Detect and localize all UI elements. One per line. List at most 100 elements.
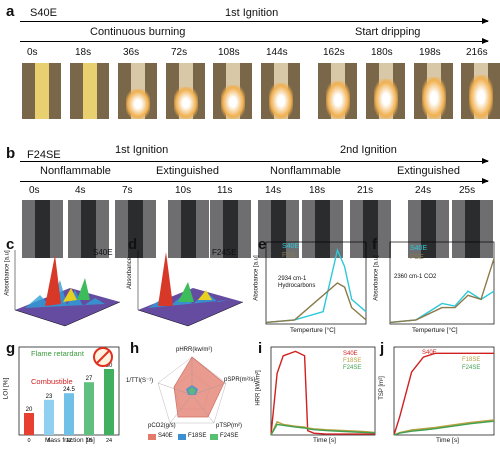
panel-e-ylabel: Absorbance [a.u] bbox=[253, 255, 260, 301]
panel-f-legend-s40e: S40E bbox=[410, 245, 428, 252]
nonflammable-sample-photo bbox=[452, 200, 493, 258]
panel-e-annotation: 2934 cm-1 Hydrocarbons bbox=[278, 276, 316, 289]
bar-value-label: 27 bbox=[86, 376, 93, 382]
panel-i-xlabel: Time [s] bbox=[313, 437, 336, 444]
panel-e-xlabel: Temperture [°C] bbox=[290, 327, 336, 334]
panel-b-sample: F24SE bbox=[27, 149, 61, 161]
panel-f-legend-fse: FSE bbox=[410, 254, 424, 261]
panel-f-chart: S40E FSE 2360 cm-1 CO2 Temperture [°C] A… bbox=[372, 240, 498, 335]
bar-value-label: 24.5 bbox=[63, 387, 75, 393]
panel-a-time-label: 216s bbox=[466, 47, 488, 58]
burning-sample-photo bbox=[366, 63, 405, 119]
nonflammable-sample-photo bbox=[408, 200, 449, 258]
no-fire-icon bbox=[93, 347, 113, 367]
legend-swatch-f18se bbox=[178, 434, 186, 440]
tick-label: 6 bbox=[47, 438, 50, 444]
panel-h-axis-pco2: pCO2(g/s) bbox=[148, 423, 176, 429]
panel-j-legend-f18se: F18SE bbox=[462, 357, 481, 363]
panel-b-time-label: 18s bbox=[309, 185, 326, 196]
nonflammable-sample-photo bbox=[68, 200, 109, 258]
nonflammable-sample-photo bbox=[302, 200, 343, 258]
panel-b-time-label: 0s bbox=[29, 185, 40, 196]
tick-label: 24 bbox=[106, 438, 112, 444]
panel-c-3d-spectrum: S40E Absorbance [a.u] bbox=[5, 240, 123, 332]
panel-i-chart: S40E F18SE F24SE Time [s] HRR [kW/m²] bbox=[255, 345, 379, 445]
panel-i-ylabel: HRR [kW/m²] bbox=[255, 370, 262, 406]
nonflammable-sample-photo bbox=[258, 200, 299, 258]
panel-a-time-label: 72s bbox=[171, 47, 188, 58]
panel-a-time-label: 198s bbox=[419, 47, 441, 58]
panel-f-label: f bbox=[372, 236, 377, 253]
panel-a-time-label: 108s bbox=[218, 47, 240, 58]
nonflammable-sample-photo bbox=[115, 200, 156, 258]
panel-b-time-label: 10s bbox=[175, 185, 192, 196]
panel-b-ignition1: 1st Ignition bbox=[115, 144, 169, 156]
plot-frame bbox=[265, 241, 367, 325]
panel-h-axis-phrr: pHRR(kw/m²) bbox=[176, 347, 213, 353]
panel-b-time-label: 14s bbox=[265, 185, 282, 196]
panel-b-time-label: 25s bbox=[459, 185, 476, 196]
panel-j-xlabel: Time [s] bbox=[436, 437, 459, 444]
series-line-s40e bbox=[393, 352, 494, 436]
plot-frame bbox=[393, 346, 495, 436]
series-line-f24se bbox=[393, 420, 495, 436]
panel-e-label: e bbox=[258, 236, 267, 253]
panel-a-time-label: 36s bbox=[123, 47, 140, 58]
panel-i-label: i bbox=[258, 340, 263, 357]
panel-d-ylabel: Absorbance bbox=[127, 256, 134, 290]
panel-g-chart: 20 0 23 6 24.5 12 27 18 30 24 Flame retardant Com… bbox=[2, 345, 123, 445]
bar-value-label: 20 bbox=[26, 407, 33, 413]
panel-b-phase1: Nonflammable bbox=[40, 165, 111, 177]
bar-6 bbox=[44, 399, 54, 435]
tick-label: 12 bbox=[66, 438, 72, 444]
bar-value-label: 30 bbox=[106, 363, 113, 369]
panel-d-3d-spectrum: F24SE Absorbance bbox=[127, 240, 246, 332]
plot-frame bbox=[389, 241, 495, 325]
panel-c-ylabel: Absorbance [a.u] bbox=[4, 250, 11, 296]
panel-a-label: a bbox=[6, 3, 15, 20]
nonflammable-sample-photo bbox=[22, 200, 63, 258]
panel-a-time-label: 162s bbox=[323, 47, 345, 58]
panel-a-phase1: Continuous burning bbox=[90, 26, 186, 38]
series-line-f24se bbox=[270, 423, 376, 436]
legend-swatch-s40e bbox=[148, 434, 156, 440]
panel-f-annotation: 2360 cm-1 CO2 bbox=[394, 274, 437, 280]
series-line-fse bbox=[389, 258, 495, 324]
burning-sample-photo bbox=[414, 63, 453, 119]
bar-24 bbox=[104, 369, 114, 435]
panel-g-ylabel: LOI [%] bbox=[2, 377, 10, 400]
panel-e-legend-s40e: S40E bbox=[282, 243, 300, 250]
panel-j-ylabel: TSP [m²] bbox=[378, 376, 385, 400]
burning-sample-photo bbox=[118, 63, 157, 119]
panel-i-legend-f18se: F18SE bbox=[343, 358, 362, 364]
panel-a-timeline-arrow bbox=[20, 18, 489, 24]
panel-d-label: d bbox=[128, 236, 138, 253]
burning-sample-photo bbox=[166, 63, 205, 119]
tick-label: 0 bbox=[27, 438, 30, 444]
panel-e-legend-fse: FSE bbox=[282, 252, 296, 259]
panel-j-legend-f24se: F24SE bbox=[462, 365, 481, 371]
panel-h-label: h bbox=[130, 340, 140, 357]
panel-b-time-label: 4s bbox=[75, 185, 86, 196]
panel-a-ignition: 1st Ignition bbox=[225, 7, 279, 19]
panel-i-legend-f24se: F24SE bbox=[343, 365, 362, 371]
panel-a-phase2: Start dripping bbox=[355, 26, 421, 38]
panel-j-legend-s40e: S40E bbox=[422, 350, 437, 356]
panel-h-radar: pHRR(kw/m²) pSPR(m²/s) pTSP(m²) pCO2(g/s… bbox=[126, 345, 256, 445]
plot-frame bbox=[270, 346, 376, 436]
burning-sample-photo bbox=[318, 63, 357, 119]
panel-a-phase-arrow bbox=[20, 38, 489, 44]
series-line-f18se bbox=[270, 420, 376, 436]
panel-e-chart: S40E FSE 2934 cm-1 Hydrocarbons Tempertu… bbox=[252, 240, 372, 335]
panel-b-phase-arrow bbox=[20, 178, 489, 184]
series-line-s40e bbox=[270, 350, 375, 436]
panel-c-sample: S40E bbox=[93, 248, 113, 257]
panel-i-legend-s40e: S40E bbox=[343, 351, 358, 357]
panel-b-ignition2: 2nd Ignition bbox=[340, 144, 397, 156]
panel-h-legend-f18se: F18SE bbox=[188, 433, 207, 439]
panel-b-timeline-arrow bbox=[20, 158, 489, 164]
panel-b-time-label: 21s bbox=[357, 185, 374, 196]
panel-b-time-label: 7s bbox=[122, 185, 133, 196]
panel-b-label: b bbox=[6, 145, 16, 162]
panel-b-time-label: 11s bbox=[217, 185, 233, 196]
